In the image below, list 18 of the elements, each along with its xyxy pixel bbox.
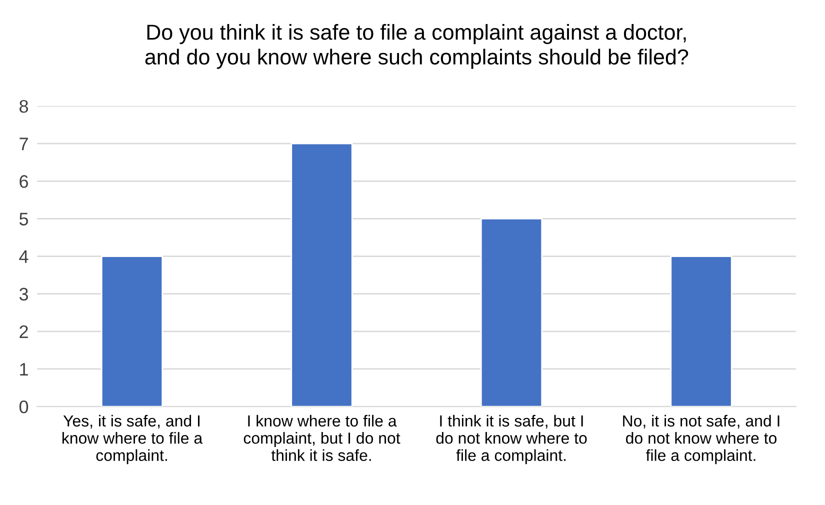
bar <box>480 218 543 407</box>
bar <box>100 256 164 407</box>
y-tick-label: 8 <box>20 100 28 113</box>
bar <box>670 256 732 407</box>
y-tick-label: 7 <box>20 138 28 150</box>
y-tick-label: 5 <box>19 212 28 226</box>
y-tick-label: 1 <box>20 363 28 376</box>
x-tick-label: I know where to file a complaint, but I do not think it is safe. <box>244 414 400 461</box>
y-tick-label: 0 <box>19 400 28 414</box>
y-tick-label: 2 <box>20 325 28 338</box>
bar <box>290 142 353 407</box>
x-tick-label: I think it is safe, but I do not know where to file a complaint. <box>436 414 587 464</box>
y-tick-label: 6 <box>20 175 28 188</box>
x-tick-label: No, it is not safe, and I do not know where to file a complaint. <box>623 414 780 464</box>
y-tick-label: 3 <box>19 288 28 301</box>
chart-title: Do you think it is safe to file a complaint against a doctor, and do you know where such complaints should be filed? <box>145 24 688 69</box>
x-tick-label: Yes, it is safe, and I know where to file a complaint. <box>62 414 203 464</box>
y-tick-label: 4 <box>19 250 28 263</box>
